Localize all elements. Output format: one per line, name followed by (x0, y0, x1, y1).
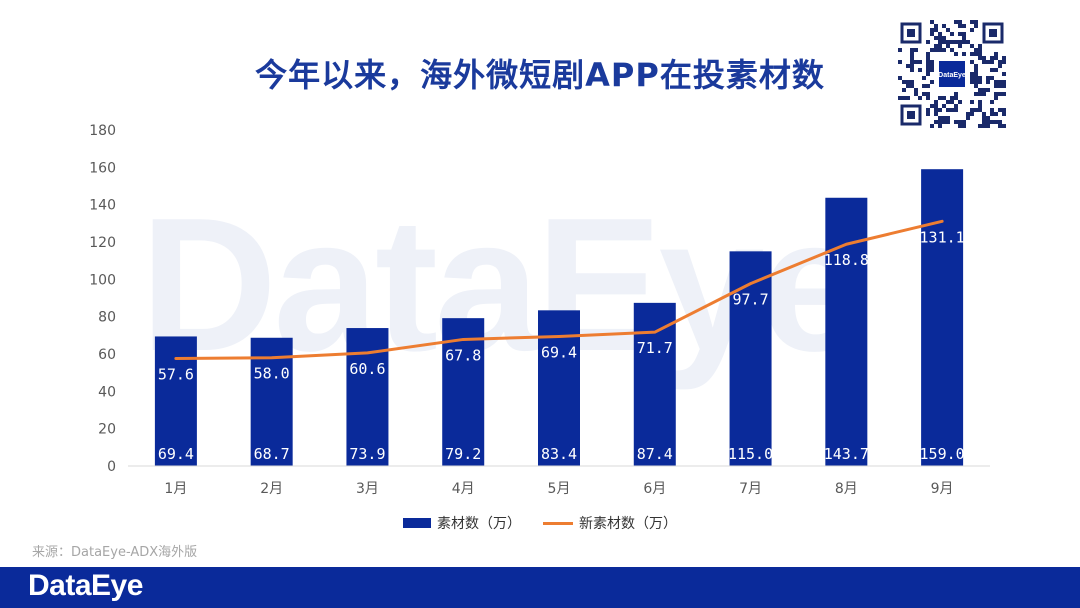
x-tick-label: 4月 (452, 481, 475, 497)
x-tick-label: 1月 (164, 481, 187, 497)
x-tick-label: 8月 (835, 481, 858, 497)
bar-data-label: 83.4 (541, 445, 577, 463)
bar-data-label: 68.7 (254, 445, 290, 463)
x-tick-label: 7月 (739, 481, 762, 497)
y-tick-label: 180 (89, 123, 116, 139)
x-tick-label: 2月 (260, 481, 283, 497)
line-data-label: 67.8 (445, 346, 481, 364)
y-tick-label: 80 (98, 310, 116, 326)
line-data-label: 118.8 (824, 251, 869, 269)
bar-data-label: 159.0 (920, 445, 965, 463)
legend-label-bar: 素材数（万） (437, 516, 521, 532)
y-tick-label: 40 (98, 384, 116, 400)
x-tick-label: 3月 (356, 481, 379, 497)
bar (921, 169, 964, 466)
line-data-label: 58.0 (254, 365, 290, 383)
bar (633, 302, 676, 466)
y-tick-label: 20 (98, 422, 116, 438)
y-tick-label: 60 (98, 347, 116, 363)
bar (538, 310, 580, 466)
line-data-label: 57.6 (158, 365, 194, 383)
bar-data-label: 73.9 (349, 445, 385, 463)
y-tick-label: 120 (89, 235, 116, 251)
y-tick-label: 0 (107, 459, 116, 475)
line-data-label: 97.7 (732, 291, 768, 309)
source-note: 来源：DataEye-ADX海外版 (32, 545, 198, 560)
bar-data-label: 115.0 (728, 445, 773, 463)
bar-data-label: 69.4 (158, 445, 194, 463)
legend: 素材数（万） 新素材数（万） (0, 513, 1080, 533)
bar (825, 197, 868, 466)
line-data-label: 69.4 (541, 343, 577, 361)
line-data-label: 131.1 (920, 228, 965, 246)
y-tick-label: 160 (89, 160, 116, 176)
footer-bar: DataEye (0, 567, 1080, 608)
bar-data-label: 79.2 (445, 445, 481, 463)
qr-code: DataEye (898, 20, 1006, 128)
line-data-label: 71.7 (637, 339, 673, 357)
footer-logo: DataEye (28, 569, 143, 602)
y-tick-label: 140 (89, 198, 116, 214)
page-title: 今年以来，海外微短剧APP在投素材数 (255, 56, 825, 94)
legend-swatch-bar (403, 518, 431, 528)
line-data-label: 60.6 (349, 360, 385, 378)
x-tick-label: 6月 (643, 481, 666, 497)
legend-label-line: 新素材数（万） (579, 516, 677, 532)
bar-data-label: 87.4 (637, 445, 673, 463)
legend-item-bar: 素材数（万） (403, 513, 521, 533)
qr-center-label: DataEye (938, 72, 966, 79)
bar-data-label: 143.7 (824, 445, 869, 463)
bar (729, 251, 772, 466)
y-tick-label: 100 (89, 272, 116, 288)
x-tick-label: 5月 (548, 481, 571, 497)
x-tick-label: 9月 (931, 481, 954, 497)
legend-item-line: 新素材数（万） (543, 513, 677, 533)
legend-swatch-line (543, 521, 573, 525)
